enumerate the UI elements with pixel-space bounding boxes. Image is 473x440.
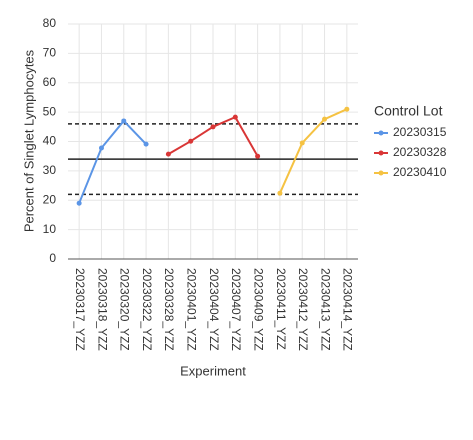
x-tick-label: 20230401_YZZ xyxy=(185,268,199,351)
x-tick-label: 20230411_YZZ xyxy=(274,268,288,350)
data-point xyxy=(121,118,127,124)
series-line xyxy=(78,119,147,204)
data-point xyxy=(255,153,261,159)
data-point xyxy=(210,124,216,130)
data-point xyxy=(76,200,82,206)
legend-label: 20230410 xyxy=(393,165,447,179)
legend-marker xyxy=(378,170,384,176)
legend-title: Control Lot xyxy=(374,103,443,119)
data-point xyxy=(188,138,194,144)
data-point xyxy=(232,114,238,120)
y-tick-label: 80 xyxy=(43,16,57,30)
x-tick-label: 20230404_YZZ xyxy=(207,268,221,351)
x-tick-label: 20230409_YZZ xyxy=(251,268,265,351)
y-tick-label: 20 xyxy=(43,192,57,206)
y-tick-label: 50 xyxy=(43,104,57,118)
x-axis-label: Experiment xyxy=(180,363,246,378)
x-tick-label: 20230413_YZZ xyxy=(318,268,332,351)
legend-label: 20230315 xyxy=(393,125,447,139)
data-point xyxy=(299,140,305,146)
data-point xyxy=(143,141,149,147)
data-point xyxy=(277,190,283,196)
y-axis-label: Percent of Singlet Lymphocytes xyxy=(21,49,36,232)
x-tick-label: 20230320_YZZ xyxy=(118,268,132,351)
y-tick-label: 60 xyxy=(43,75,57,89)
data-point xyxy=(98,145,104,151)
data-point xyxy=(322,116,328,122)
x-tick-label: 20230322_YZZ xyxy=(140,268,154,351)
legend-marker xyxy=(378,150,384,156)
x-tick-label: 20230318_YZZ xyxy=(95,268,109,351)
y-tick-label: 40 xyxy=(43,134,57,148)
series-line xyxy=(279,108,348,194)
data-point xyxy=(165,151,171,157)
x-tick-label: 20230317_YZZ xyxy=(73,268,87,351)
legend-label: 20230328 xyxy=(393,145,447,159)
y-tick-label: 30 xyxy=(43,163,57,177)
x-tick-label: 20230407_YZZ xyxy=(229,268,243,351)
legend-marker xyxy=(378,130,384,136)
x-tick-label: 20230328_YZZ xyxy=(162,268,176,351)
data-point xyxy=(344,106,350,112)
y-tick-label: 70 xyxy=(43,46,57,60)
x-tick-label: 20230414_YZZ xyxy=(341,268,355,351)
x-tick-label: 20230412_YZZ xyxy=(296,268,310,351)
y-tick-label: 0 xyxy=(49,251,56,265)
y-tick-label: 10 xyxy=(43,222,57,236)
